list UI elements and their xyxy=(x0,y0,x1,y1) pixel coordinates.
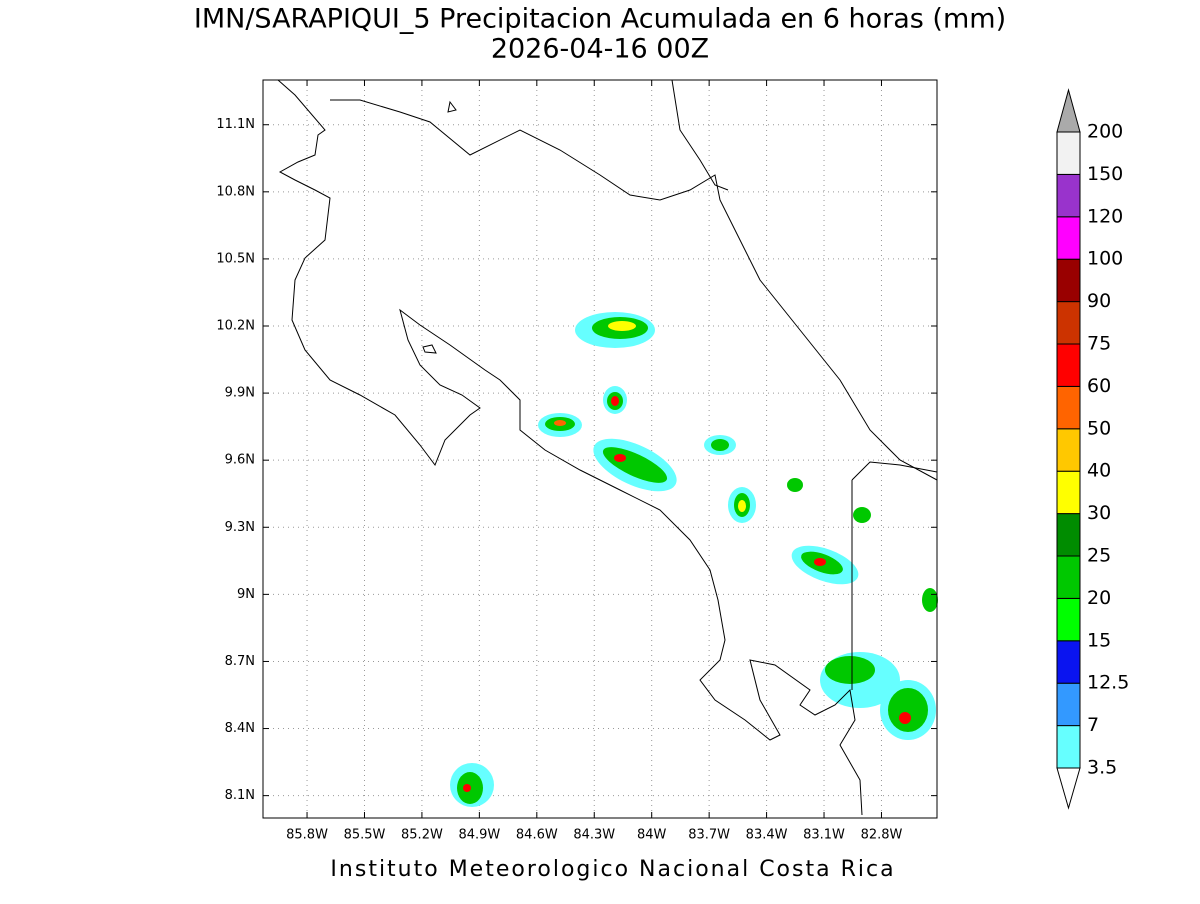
y-tick-label: 8.7N xyxy=(225,654,255,669)
colorbar-label: 100 xyxy=(1087,248,1123,270)
ticks: 85.8W 85.5W 85.2W 84.9W 84.6W 84.3W 84W 83.7W 83… xyxy=(216,80,937,843)
colorbar-label: 60 xyxy=(1087,375,1111,397)
x-tick-label: 85.8W xyxy=(286,828,328,843)
colorbar-label: 25 xyxy=(1087,545,1111,567)
colorbar-swatch xyxy=(1056,258,1081,303)
colorbar-label: 30 xyxy=(1087,502,1111,524)
x-tick-label: 83.1W xyxy=(803,828,845,843)
colorbar-swatch xyxy=(1056,216,1081,260)
y-tick-label: 10.5N xyxy=(216,251,255,266)
map-frame xyxy=(262,79,938,819)
x-tick-label: 84.9W xyxy=(458,828,500,843)
x-tick-label: 84W xyxy=(637,828,667,843)
rain-area xyxy=(787,478,803,492)
colorbar-label: 120 xyxy=(1087,205,1123,227)
colorbar-swatch xyxy=(1056,343,1081,387)
y-tick-label: 9.3N xyxy=(225,520,255,535)
x-tick-label: 83.7W xyxy=(688,828,730,843)
rain-area xyxy=(853,507,871,523)
y-tick-label: 8.4N xyxy=(225,721,255,736)
y-tick-label: 9.6N xyxy=(225,453,255,468)
colorbar-label: 90 xyxy=(1087,290,1111,312)
colorbar-swatch xyxy=(1056,173,1081,218)
island xyxy=(422,100,457,354)
map-area: 85.8W 85.5W 85.2W 84.9W 84.6W 84.3W 84W 83.7W 83… xyxy=(216,79,938,843)
colorbar-label: 7 xyxy=(1087,714,1099,736)
rain-area xyxy=(608,321,636,331)
x-tick-label: 83.4W xyxy=(746,828,788,843)
colorbar-swatch xyxy=(1056,597,1081,642)
colorbar-swatch xyxy=(1056,682,1081,727)
coast xyxy=(671,79,729,191)
colorbar-label: 150 xyxy=(1087,163,1123,185)
colorbar: 3.5 7 12.5 15 20 25 30 40 50 60 75 90 100 120 150 200 xyxy=(1056,88,1129,810)
x-tick-label: 85.5W xyxy=(344,828,386,843)
colorbar-swatch xyxy=(1056,513,1081,557)
y-tick-label: 9.9N xyxy=(225,386,255,401)
rain-area xyxy=(554,420,566,426)
colorbar-label: 40 xyxy=(1087,460,1111,482)
colorbar-label: 3.5 xyxy=(1087,757,1117,779)
subtitle: 2026-04-16 00Z xyxy=(491,34,709,65)
precipitation xyxy=(450,312,938,807)
rain-area xyxy=(711,439,729,451)
colorbar-label: 50 xyxy=(1087,417,1111,439)
colorbar-under xyxy=(1056,767,1081,810)
colorbar-swatch xyxy=(1056,725,1081,769)
caribbean-coast xyxy=(330,99,938,481)
colorbar-swatch xyxy=(1056,428,1081,472)
rain-area xyxy=(899,712,911,724)
rain-area xyxy=(825,656,875,684)
border xyxy=(851,461,938,690)
coastlines xyxy=(277,79,938,816)
colorbar-label: 15 xyxy=(1087,629,1111,651)
pacific-coast xyxy=(277,79,863,816)
rain-area xyxy=(888,688,928,732)
rain-area xyxy=(614,454,626,462)
colorbar-swatch xyxy=(1056,470,1081,515)
x-tick-label: 82.8W xyxy=(861,828,903,843)
footer: Instituto Meteorologico Nacional Costa R… xyxy=(330,857,895,882)
rain-area xyxy=(738,500,746,512)
y-tick-label: 10.8N xyxy=(216,184,255,199)
colorbar-swatch xyxy=(1056,385,1081,430)
title: IMN/SARAPIQUI_5 Precipitacion Acumulada … xyxy=(194,4,1006,35)
colorbar-label: 12.5 xyxy=(1087,672,1129,694)
colorbar-over xyxy=(1056,88,1081,133)
y-tick-label: 8.1N xyxy=(225,788,255,803)
y-tick-label: 10.2N xyxy=(216,319,255,334)
rain-area xyxy=(814,558,826,566)
x-tick-label: 84.3W xyxy=(573,828,615,843)
colorbar-swatch xyxy=(1056,640,1081,684)
x-tick-label: 84.6W xyxy=(516,828,558,843)
y-tick-label: 11.1N xyxy=(216,117,255,132)
rain-area xyxy=(463,784,471,792)
colorbar-label: 20 xyxy=(1087,587,1111,609)
rain-area xyxy=(611,396,619,406)
colorbar-swatch xyxy=(1056,301,1081,345)
colorbar-swatch xyxy=(1056,131,1081,175)
rain-area xyxy=(922,588,938,612)
colorbar-label: 200 xyxy=(1087,121,1123,143)
x-tick-label: 85.2W xyxy=(401,828,443,843)
colorbar-swatch xyxy=(1056,555,1081,599)
y-tick-label: 9N xyxy=(237,587,255,602)
colorbar-label: 75 xyxy=(1087,333,1111,355)
